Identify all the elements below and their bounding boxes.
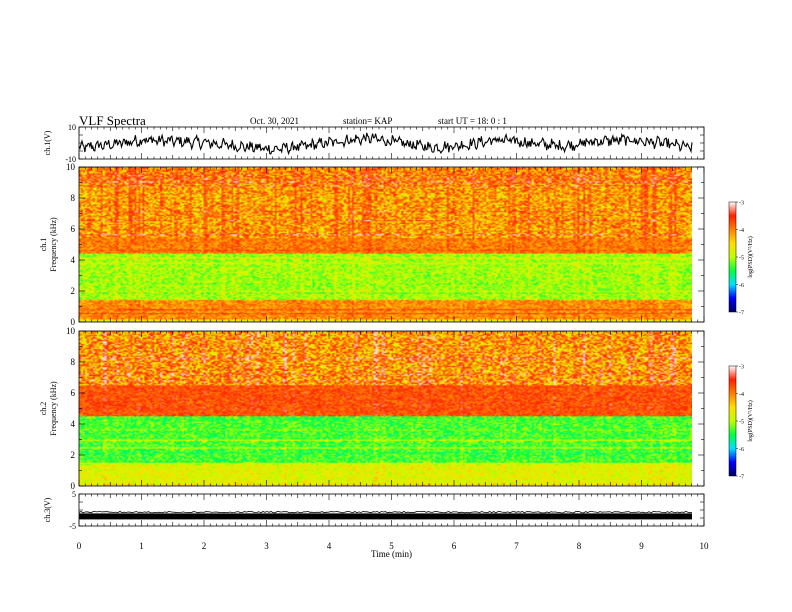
ch2-y-tick-label: 8 bbox=[71, 357, 76, 367]
x-tick-label: 0 bbox=[77, 541, 82, 551]
x-tick-label: 7 bbox=[514, 541, 519, 551]
chart-title: VLF Spectra bbox=[79, 113, 146, 128]
ch1-colorbar-tick-label: -7 bbox=[739, 311, 744, 317]
ch1-y-tick-label: -10 bbox=[65, 155, 76, 164]
x-tick-label: 9 bbox=[639, 541, 644, 551]
station-label: station= KAP bbox=[343, 116, 393, 126]
ch1-colorbar bbox=[728, 201, 737, 313]
spectrogram-image-ch2 bbox=[79, 331, 692, 486]
ch1-y-tick-label: 10 bbox=[68, 123, 76, 132]
ch1-y-axis-label: Frequency (kHz) bbox=[49, 217, 58, 272]
start-time-label: start UT = 18: 0 : 1 bbox=[438, 116, 507, 126]
x-tick-label: 2 bbox=[202, 541, 207, 551]
ch1-y-tick-label: 8 bbox=[71, 193, 76, 203]
x-tick-label: 1 bbox=[139, 541, 144, 551]
ch1-y-tick-label: 4 bbox=[71, 255, 76, 265]
ch2-colorbar-tick-label: -6 bbox=[739, 447, 744, 453]
ch2-colorbar-tick-label: -4 bbox=[739, 392, 744, 398]
ch1-y-tick-label: 2 bbox=[71, 286, 76, 296]
x-tick-label: 4 bbox=[327, 541, 332, 551]
ch1-y-axis-label: ch.1(V) bbox=[43, 130, 52, 155]
ch1-colorbar-tick-label: -3 bbox=[739, 201, 744, 207]
ch1-channel-label: ch.1 bbox=[39, 238, 48, 252]
ch2-colorbar-label: log(PSD)(V²/Hz) bbox=[747, 400, 754, 441]
ch2-channel-label: ch.2 bbox=[39, 402, 48, 416]
ch2-colorbar-tick-label: -5 bbox=[739, 420, 744, 426]
date-label: Oct. 30, 2021 bbox=[250, 116, 299, 126]
ch1-colorbar-tick-label: -5 bbox=[739, 256, 744, 262]
ch2-colorbar-tick-label: -7 bbox=[739, 475, 744, 481]
ch3-y-tick-label: -5 bbox=[69, 522, 76, 531]
ch1-y-tick-label: 10 bbox=[66, 162, 76, 172]
ch1-colorbar-label: log(PSD)(V²/Hz) bbox=[747, 236, 754, 277]
ch1-waveform-line bbox=[78, 132, 693, 156]
ch1-colorbar-tick-label: -4 bbox=[739, 228, 744, 234]
spectrogram-image-ch1 bbox=[79, 167, 692, 322]
x-tick-label: 10 bbox=[700, 541, 710, 551]
ch2-y-tick-label: 6 bbox=[71, 388, 76, 398]
x-tick-label: 6 bbox=[452, 541, 457, 551]
x-tick-label: 5 bbox=[389, 541, 394, 551]
ch2-y-tick-label: 10 bbox=[66, 326, 76, 336]
ch3-y-tick-label: 5 bbox=[72, 490, 76, 499]
ch2-y-tick-label: 4 bbox=[71, 419, 76, 429]
ch2-y-tick-label: 2 bbox=[71, 450, 76, 460]
x-tick-label: 8 bbox=[577, 541, 582, 551]
ch2-colorbar-tick-label: -3 bbox=[739, 365, 744, 371]
x-axis-label: Time (min) bbox=[371, 549, 412, 559]
ch3-y-axis-label: ch.3(V) bbox=[43, 497, 52, 522]
ch3-waveform-line bbox=[78, 510, 693, 514]
ch1-colorbar-tick-label: -6 bbox=[739, 283, 744, 289]
ch2-y-axis-label: Frequency (kHz) bbox=[49, 381, 58, 436]
ch1-y-tick-label: 0 bbox=[71, 317, 76, 327]
ch2-y-tick-label: 0 bbox=[71, 481, 76, 491]
ch2-colorbar bbox=[728, 365, 737, 477]
x-tick-label: 3 bbox=[264, 541, 269, 551]
ch3-waveform-band bbox=[79, 513, 692, 520]
ch1-y-tick-label: 6 bbox=[71, 224, 76, 234]
